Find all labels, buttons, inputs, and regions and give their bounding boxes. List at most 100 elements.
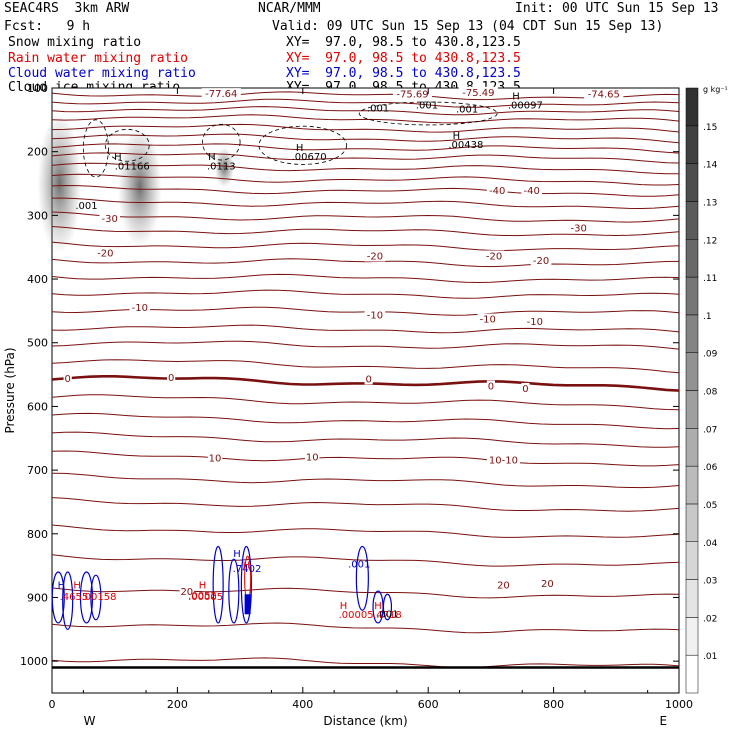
colorbar-tick-8: .09 xyxy=(703,350,718,360)
y-tick-label-8: 900 xyxy=(27,591,48,604)
isotherm-label-0: -77.64 xyxy=(205,89,237,100)
cloud-water-core xyxy=(244,594,251,615)
valid-time: Valid: 09 UTC Sun 15 Sep 13 (04 CDT Sun … xyxy=(272,19,664,34)
isotherm-label-bg-13 xyxy=(364,309,386,321)
isotherm-label-bg-24 xyxy=(179,586,195,598)
isotherm-line-17 xyxy=(51,289,680,299)
field-xy-snow: XY= 97.0, 98.5 to 430.8,123.5 xyxy=(286,35,521,50)
cloud-ice-label-5: H xyxy=(296,143,304,154)
rain-label-9: H xyxy=(374,601,382,612)
isotherm-label-bg-19 xyxy=(486,380,495,392)
isotherm-label-bg-10 xyxy=(483,250,505,262)
cloud-ice-label-8: .00438 xyxy=(448,140,483,151)
isotherm-label-3: -74.65 xyxy=(588,90,620,101)
y-tick-label-6: 700 xyxy=(27,464,48,477)
isotherm-line-30 xyxy=(51,554,680,567)
isotherm-line-2 xyxy=(51,106,680,116)
colorbar-unit: g kg⁻¹ xyxy=(703,85,728,94)
isotherm-label-5: -40 xyxy=(523,186,539,197)
isotherm-label-bg-20 xyxy=(521,382,530,394)
cloud-ice-label-10: .001 xyxy=(416,101,438,112)
cloud-ice-contour-0 xyxy=(82,119,109,178)
colorbar-tick-7: .08 xyxy=(703,388,718,398)
isotherm-label-bg-9 xyxy=(364,250,386,262)
cloud-water-contour-1 xyxy=(62,571,74,630)
field-xy-cloud-water: XY= 97.0, 98.5 to 430.8,123.5 xyxy=(286,66,521,81)
isotherm-line-1 xyxy=(51,98,680,108)
colorbar-tick-1: .02 xyxy=(703,614,717,624)
cloud-ice-label-12: H xyxy=(512,92,520,103)
isotherm-label-bg-7 xyxy=(568,222,589,234)
cloud-ice-label-4: .0113 xyxy=(207,162,236,173)
isotherm-line-0 xyxy=(51,91,680,101)
cloud-water-contour-4 xyxy=(212,545,224,624)
isotherm-line-5 xyxy=(51,133,680,144)
x-end-label-east: E xyxy=(660,714,668,728)
snow-label: .001 xyxy=(376,609,398,620)
y-axis-label: Pressure (hPa) xyxy=(3,347,17,433)
isotherm-line-29 xyxy=(51,524,680,538)
isotherm-label-bg-25 xyxy=(496,579,511,591)
model-title: SEAC4RS 3km ARW xyxy=(4,1,130,16)
cloud-water-label-0: H xyxy=(58,581,66,592)
cloud-water-contour-3 xyxy=(90,574,102,621)
field-xy-rain: XY= 97.0, 98.5 to 430.8,123.5 xyxy=(286,51,521,66)
colorbar-swatch-12 xyxy=(685,201,699,240)
cloud-water-contour-7 xyxy=(355,545,369,611)
isotherm-label-15: -10 xyxy=(527,317,543,328)
isotherm-line-23 xyxy=(51,394,680,411)
rain-label-2: .00158 xyxy=(82,592,117,603)
y-tick-label-5: 600 xyxy=(27,400,48,413)
colorbar-swatch-14 xyxy=(685,125,699,164)
y-tick-label-4: 500 xyxy=(27,337,48,350)
cloud-ice-label-2: .01166 xyxy=(115,162,150,173)
isotherm-label-17: 0 xyxy=(168,373,174,384)
isotherm-label-8: -20 xyxy=(97,248,113,259)
snow-shading-0 xyxy=(37,113,82,254)
isotherm-label-bg-16 xyxy=(63,372,72,384)
y-tick-label-0: 100 xyxy=(27,82,48,95)
isotherm-label-1: -75.69 xyxy=(396,90,428,101)
y-tick-label-1: 200 xyxy=(27,146,48,159)
colorbar-tick-11: .12 xyxy=(703,236,717,246)
rain-label-3: H xyxy=(199,581,207,592)
isotherm-line-3 xyxy=(51,114,680,124)
colorbar-swatch-3 xyxy=(685,541,699,580)
isotherm-line-31 xyxy=(51,587,680,599)
rain-label-4: .0052 xyxy=(188,591,217,602)
isotherm-label-22: 10 xyxy=(306,453,319,464)
rain-label-5: .00005 xyxy=(188,592,223,603)
isotherm-line-10 xyxy=(51,184,680,197)
isotherm-line-32 xyxy=(51,622,680,634)
y-tick-label-3: 400 xyxy=(27,273,48,286)
isotherm-label-21: 10 xyxy=(209,453,222,464)
cloud-water-label-2: .7402 xyxy=(233,564,262,575)
colorbar-swatch-2 xyxy=(685,579,699,618)
colorbar-swatch-5 xyxy=(685,465,699,505)
isotherm-line-14 xyxy=(51,241,680,252)
field-name-snow: Snow mixing ratio xyxy=(8,35,142,50)
isotherm-label-bg-23 xyxy=(486,454,520,466)
y-tick-label-2: 300 xyxy=(27,209,48,222)
y-tick-label-7: 800 xyxy=(27,528,48,541)
colorbar-swatch-1 xyxy=(685,617,699,656)
isotherm-label-bg-11 xyxy=(530,254,552,266)
rain-label-8: .00005 xyxy=(339,610,374,621)
x-tick-label-0: 0 xyxy=(49,698,56,711)
isotherm-line-28 xyxy=(51,497,680,512)
field-name-cloud-water: Cloud water mixing ratio xyxy=(8,66,196,81)
x-tick-label-1: 200 xyxy=(167,698,188,711)
x-end-label-west: W xyxy=(84,714,96,728)
rain-label-0: H xyxy=(73,581,81,592)
colorbar-tick-10: .11 xyxy=(703,274,717,284)
isotherm-line-6 xyxy=(51,143,680,154)
isotherm-label-bg-26 xyxy=(540,577,555,589)
isotherm-line-24 xyxy=(51,412,680,430)
isotherm-label-13: -10 xyxy=(367,311,383,322)
colorbar-swatch-4 xyxy=(685,503,699,542)
isotherm-label-14: -10 xyxy=(480,315,496,326)
colorbar-tick-6: .07 xyxy=(703,425,717,435)
colorbar-swatch-8 xyxy=(685,352,699,391)
isotherm-label-6: -30 xyxy=(102,214,118,225)
isotherm-label-bg-2 xyxy=(458,86,498,98)
